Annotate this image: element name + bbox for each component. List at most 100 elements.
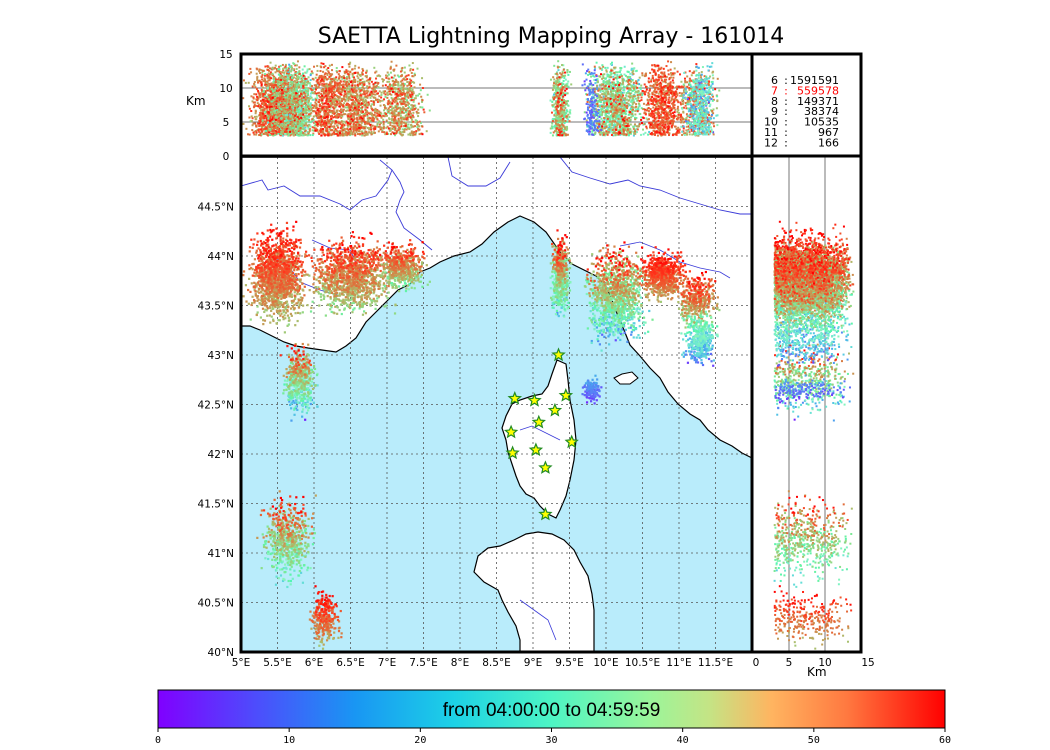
lightning-source-point xyxy=(357,254,361,257)
lightning-source-point xyxy=(265,243,268,247)
lightning-source-point xyxy=(308,406,311,410)
lightning-source-point xyxy=(382,271,385,274)
lightning-source-point xyxy=(262,267,265,270)
lightning-source-point xyxy=(396,264,399,267)
lightning-source-point xyxy=(305,363,308,366)
lightning-source-point xyxy=(372,257,375,260)
lightning-source-point xyxy=(299,546,302,550)
lightning-source-point xyxy=(266,229,269,232)
lightning-source-point xyxy=(269,249,272,253)
lightning-source-point xyxy=(295,531,298,534)
lightning-source-point xyxy=(311,517,314,520)
lightning-source-point xyxy=(560,277,563,281)
lightning-source-point xyxy=(382,289,385,292)
lightning-source-point xyxy=(372,262,375,265)
lightning-source-point xyxy=(289,383,292,386)
lightning-source-point xyxy=(289,396,292,399)
lightning-source-point xyxy=(551,267,555,270)
lightning-source-point xyxy=(560,303,564,307)
lightning-source-point xyxy=(293,280,297,283)
lightning-source-point xyxy=(354,250,357,253)
lightning-source-point xyxy=(273,291,276,294)
lightning-source-point xyxy=(320,274,323,278)
lightning-source-point xyxy=(344,291,347,294)
lightning-source-point xyxy=(337,280,340,283)
lightning-source-point xyxy=(304,524,307,527)
lightning-source-point xyxy=(278,234,281,237)
lightning-source-point xyxy=(360,270,364,273)
lightning-source-point xyxy=(558,299,561,303)
lightning-source-point xyxy=(380,293,383,296)
lightning-source-point xyxy=(316,607,319,610)
lightning-source-point xyxy=(280,276,284,279)
lightning-source-point xyxy=(408,279,411,282)
lightning-source-point xyxy=(288,370,291,374)
lightning-source-point xyxy=(297,289,301,292)
lightning-source-point xyxy=(321,245,324,249)
lightning-source-point xyxy=(295,559,298,562)
lightning-source-point xyxy=(363,265,367,268)
lightning-source-point xyxy=(307,354,310,357)
lightning-source-point xyxy=(249,318,252,321)
lightning-source-point xyxy=(276,234,279,238)
lightning-source-point xyxy=(559,290,562,294)
lightning-source-point xyxy=(272,244,275,247)
lightning-source-point xyxy=(292,384,295,387)
lightning-source-point xyxy=(390,284,394,287)
lightning-source-point xyxy=(296,385,299,389)
lightning-source-point xyxy=(327,249,330,252)
lightning-source-point xyxy=(325,249,329,252)
lightning-source-point xyxy=(260,509,263,512)
lightning-source-point xyxy=(285,375,288,379)
lightning-source-point xyxy=(410,272,413,275)
lightning-source-point xyxy=(370,273,373,276)
lightning-source-point xyxy=(554,282,557,285)
lightning-source-point xyxy=(300,567,303,570)
lightning-source-point xyxy=(307,524,310,528)
lightning-source-point xyxy=(282,280,285,283)
lightning-source-point xyxy=(277,521,280,524)
lightning-source-point xyxy=(337,298,341,301)
lightning-source-point xyxy=(279,529,282,532)
lightning-source-point xyxy=(283,530,286,534)
lightning-source-point xyxy=(278,251,281,255)
lightning-source-point xyxy=(310,627,313,630)
lightning-source-point xyxy=(566,283,569,287)
lightning-source-point xyxy=(374,253,377,256)
lightning-source-point xyxy=(287,579,290,583)
lightning-source-point xyxy=(280,550,283,553)
lightning-source-point xyxy=(285,293,289,296)
lightning-source-point xyxy=(280,301,283,304)
lightning-source-point xyxy=(301,296,304,300)
lightning-source-point xyxy=(331,244,334,247)
lightning-source-point xyxy=(319,293,323,296)
lightning-source-point xyxy=(399,252,403,255)
lightning-source-point xyxy=(300,373,303,377)
lightning-source-point xyxy=(301,415,304,418)
lightning-source-point xyxy=(306,353,309,356)
lightning-source-point xyxy=(293,523,296,526)
lightning-source-point xyxy=(359,250,362,253)
lightning-source-point xyxy=(296,517,300,520)
lightning-source-point xyxy=(257,283,260,286)
lightning-source-point xyxy=(556,286,559,289)
lightning-source-point xyxy=(316,384,319,387)
lightning-source-point xyxy=(273,498,276,501)
lightning-source-point xyxy=(357,286,361,290)
lightning-source-point xyxy=(298,292,301,296)
lightning-source-point xyxy=(404,277,407,280)
lightning-source-point xyxy=(321,620,324,623)
lightning-source-point xyxy=(261,298,264,301)
lightning-source-point xyxy=(403,279,406,282)
lightning-source-point xyxy=(292,378,296,381)
lightning-source-point xyxy=(299,280,302,283)
lightning-source-point xyxy=(368,297,372,300)
lightning-source-point xyxy=(316,605,319,608)
lightning-source-point xyxy=(378,264,382,267)
lightning-source-point xyxy=(270,252,274,255)
lightning-source-point xyxy=(273,512,276,515)
lightning-source-point xyxy=(337,262,340,266)
lightning-source-point xyxy=(279,496,282,500)
lightning-source-point xyxy=(291,561,294,565)
lightning-source-point xyxy=(255,251,258,254)
